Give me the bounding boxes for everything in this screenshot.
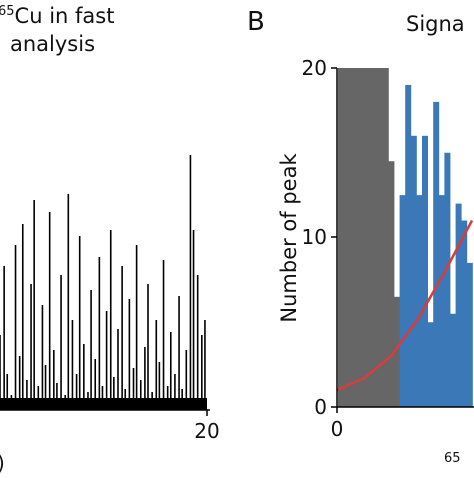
panel-b-gray-bar xyxy=(371,68,378,407)
panel-b-x-tick-label-0: 0 xyxy=(331,417,344,441)
panel-a-title-sup: 65 xyxy=(0,4,15,19)
panel-a-title-rest: Cu in fast xyxy=(15,4,115,28)
panel-a-title-line2: analysis xyxy=(10,32,95,56)
panel-b-blue-bar xyxy=(444,152,451,407)
panel-a-plot xyxy=(0,155,207,410)
panel-b-blue-bar xyxy=(450,313,456,407)
panel-b-gray-bar xyxy=(349,68,356,407)
panel-b-blue-bar xyxy=(466,262,473,407)
panel-b-gray-bar xyxy=(360,68,367,407)
panel-b-gray-bar xyxy=(343,68,350,407)
panel-b-blue-bar xyxy=(455,203,462,407)
panel-b-blue-bar xyxy=(422,135,428,408)
panel-b-fit-curve xyxy=(336,219,474,392)
panel-b-title: Signa xyxy=(406,12,465,36)
panel-b-gray-bar xyxy=(377,68,384,407)
panel-a-x-tick-label: 20 xyxy=(194,419,219,443)
panel-b-gray-bar xyxy=(382,68,389,407)
panel-b-blue-bar xyxy=(399,195,406,407)
panel-b-bars xyxy=(338,68,473,408)
panel-b-blue-bar xyxy=(461,220,468,407)
panel-b-blue-bar xyxy=(427,322,434,407)
panel-b-gray-bar xyxy=(388,161,395,407)
panel-b-gray-bar xyxy=(394,296,400,407)
panel-b-letter: B xyxy=(247,7,265,37)
panel-b-blue-bar xyxy=(405,84,412,407)
panel-b-x-axis-title-fragment: 65 xyxy=(444,451,461,466)
panel-b-gray-bar xyxy=(354,68,361,407)
panel-b-blue-bar xyxy=(410,135,417,408)
panel-b-y-tick-label-20: 20 xyxy=(302,56,327,80)
panel-a-x-axis-fragment: ) xyxy=(0,451,5,474)
panel-a-title-line1: 65Cu in fast xyxy=(0,4,114,28)
panel-b-y-axis-title: Number of peak xyxy=(277,153,301,323)
panel-b-y-tick-label-10: 10 xyxy=(302,225,327,249)
panel-b-blue-bar xyxy=(416,195,423,407)
panel-a-noise-band xyxy=(0,398,207,410)
panel-b-blue-bar xyxy=(438,195,445,407)
panel-b-gray-bar xyxy=(366,68,372,407)
panel-b-gray-bar xyxy=(338,68,344,407)
panel-b-y-tick-label-0: 0 xyxy=(314,395,327,419)
panel-b-blue-bar xyxy=(433,101,440,408)
